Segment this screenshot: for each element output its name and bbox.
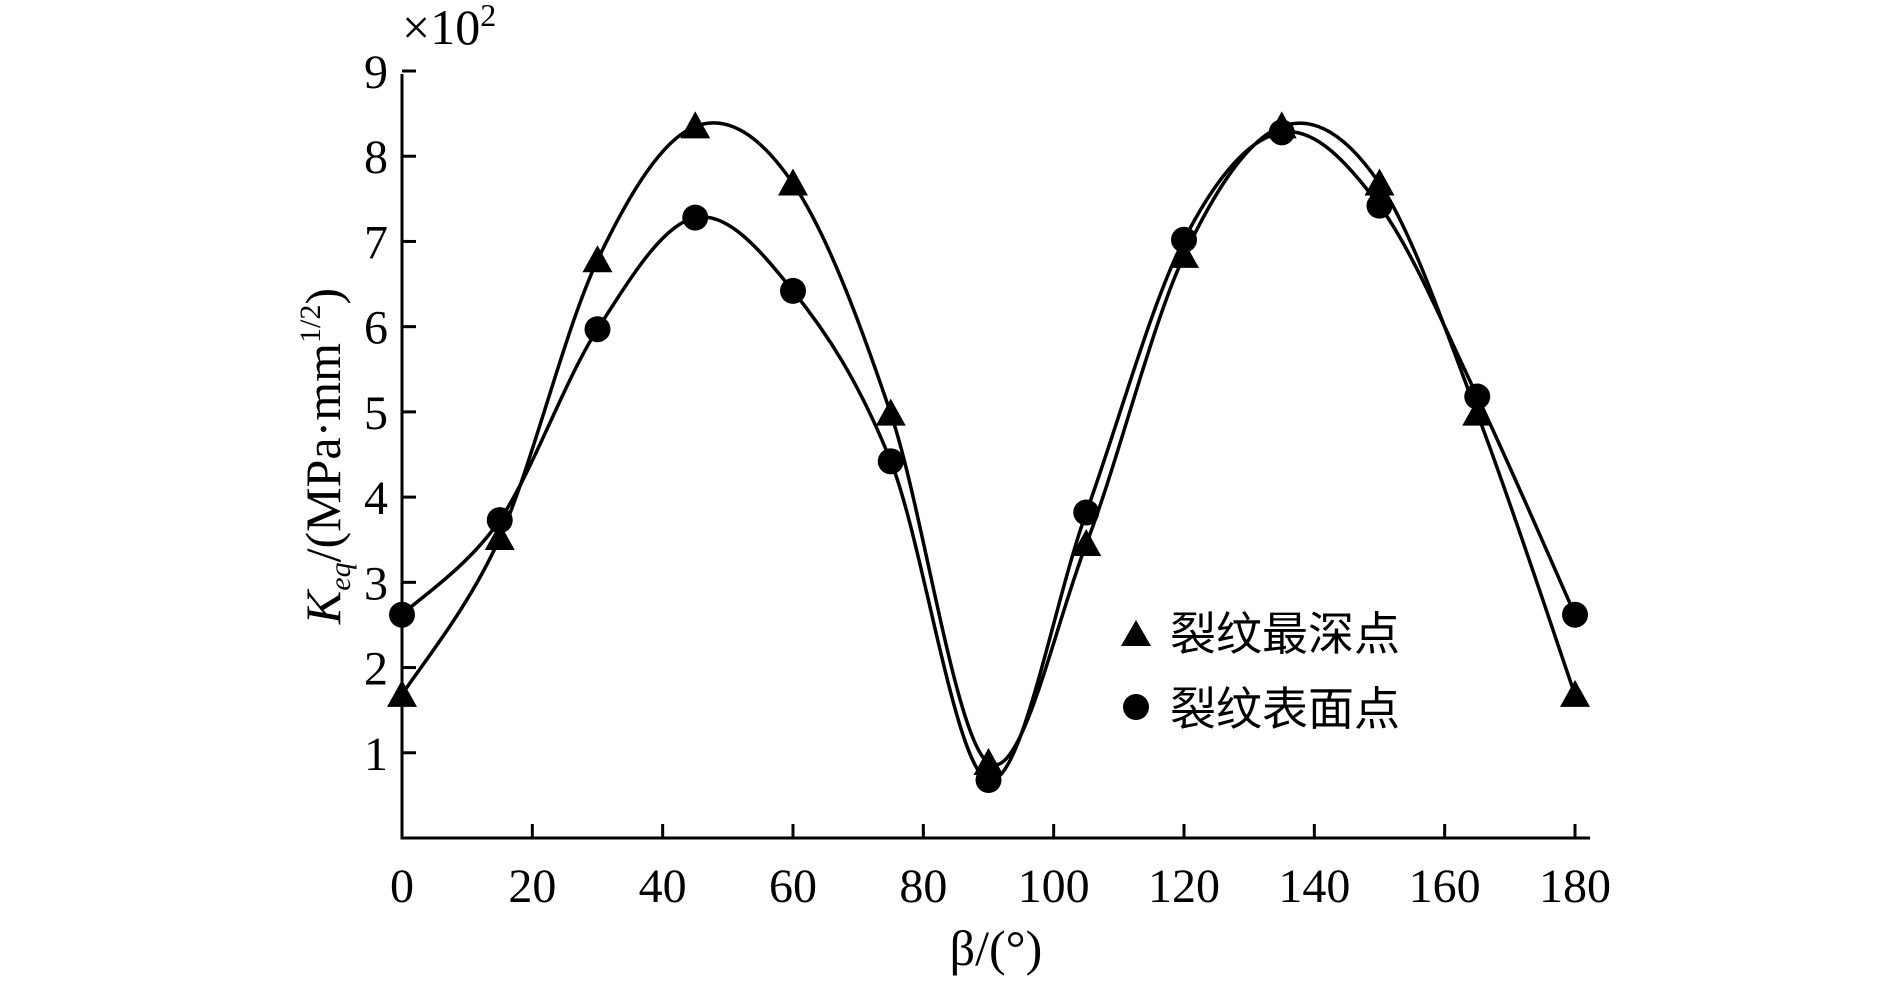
data-point-triangle (973, 748, 1004, 776)
data-point-circle (1366, 192, 1393, 219)
series-markers (387, 111, 1590, 794)
x-tick-label: 120 (1148, 860, 1220, 913)
data-point-circle (486, 507, 513, 534)
x-ticks: 0 20 40 60 80 100 120 140 160 180 (390, 824, 1611, 913)
y-tick-label: 4 (364, 472, 388, 525)
data-point-circle (975, 767, 1002, 794)
x-tick-label: 20 (508, 860, 556, 913)
x-tick-label: 160 (1409, 860, 1481, 913)
legend-circle-marker (1123, 694, 1149, 720)
data-point-circle (877, 448, 904, 475)
data-point-circle (389, 601, 415, 628)
y-tick-label: 9 (364, 46, 388, 99)
y-tick-label: 3 (364, 557, 388, 610)
legend-label-deepest: 裂纹最深点 (1170, 607, 1400, 661)
axis-frame (400, 74, 1590, 840)
data-point-circle (1073, 499, 1100, 526)
x-tick-label: 100 (1018, 860, 1090, 913)
data-point-circle (780, 277, 806, 304)
data-point-triangle (582, 245, 613, 273)
y-tick-label: 6 (364, 302, 388, 355)
x-tick-label: 40 (639, 860, 687, 913)
x-axis-label: β/(°) (950, 920, 1043, 976)
series-line-0 (400, 121, 1577, 767)
data-point-triangle (387, 679, 417, 707)
svg-text:Keq/(MPa·mm1/2): Keq/(MPa·mm1/2) (294, 288, 357, 625)
y-multiplier: ×102 (402, 0, 496, 55)
data-point-triangle (1462, 398, 1493, 426)
data-point-triangle (875, 398, 906, 426)
data-point-circle (1268, 119, 1295, 146)
data-point-triangle (1071, 528, 1102, 556)
y-tick-label: 2 (364, 643, 388, 696)
data-point-circle (1562, 601, 1588, 628)
x-tick-label: 140 (1278, 860, 1350, 913)
legend-item-surface: 裂纹表面点 (1123, 682, 1400, 736)
y-tick-label: 7 (364, 216, 388, 269)
data-point-circle (584, 316, 611, 343)
data-point-triangle (484, 523, 515, 551)
y-tick-label: 8 (364, 131, 388, 184)
data-point-triangle (1169, 240, 1199, 268)
data-point-triangle (1364, 168, 1395, 196)
legend-label-surface: 裂纹表面点 (1170, 682, 1400, 736)
data-point-triangle (680, 111, 711, 139)
data-point-circle (1464, 383, 1491, 410)
x-tick-label: 0 (390, 860, 414, 913)
data-point-circle (682, 204, 709, 231)
data-point-triangle (1560, 679, 1590, 707)
legend-triangle-marker (1121, 620, 1151, 646)
legend: 裂纹最深点 裂纹表面点 (1121, 607, 1400, 736)
data-point-triangle (778, 168, 808, 196)
y-tick-label: 5 (364, 387, 388, 440)
legend-item-deepest: 裂纹最深点 (1121, 607, 1400, 661)
y-axis-label: Keq/(MPa·mm1/2) (294, 288, 357, 625)
y-tick-label: 1 (364, 728, 388, 781)
x-tick-label: 180 (1539, 860, 1611, 913)
data-point-circle (1171, 226, 1197, 253)
y-ticks: 1 2 3 4 5 6 7 8 9 (364, 46, 416, 781)
axes (400, 74, 1590, 840)
x-tick-label: 60 (769, 860, 817, 913)
x-tick-label: 80 (899, 860, 947, 913)
